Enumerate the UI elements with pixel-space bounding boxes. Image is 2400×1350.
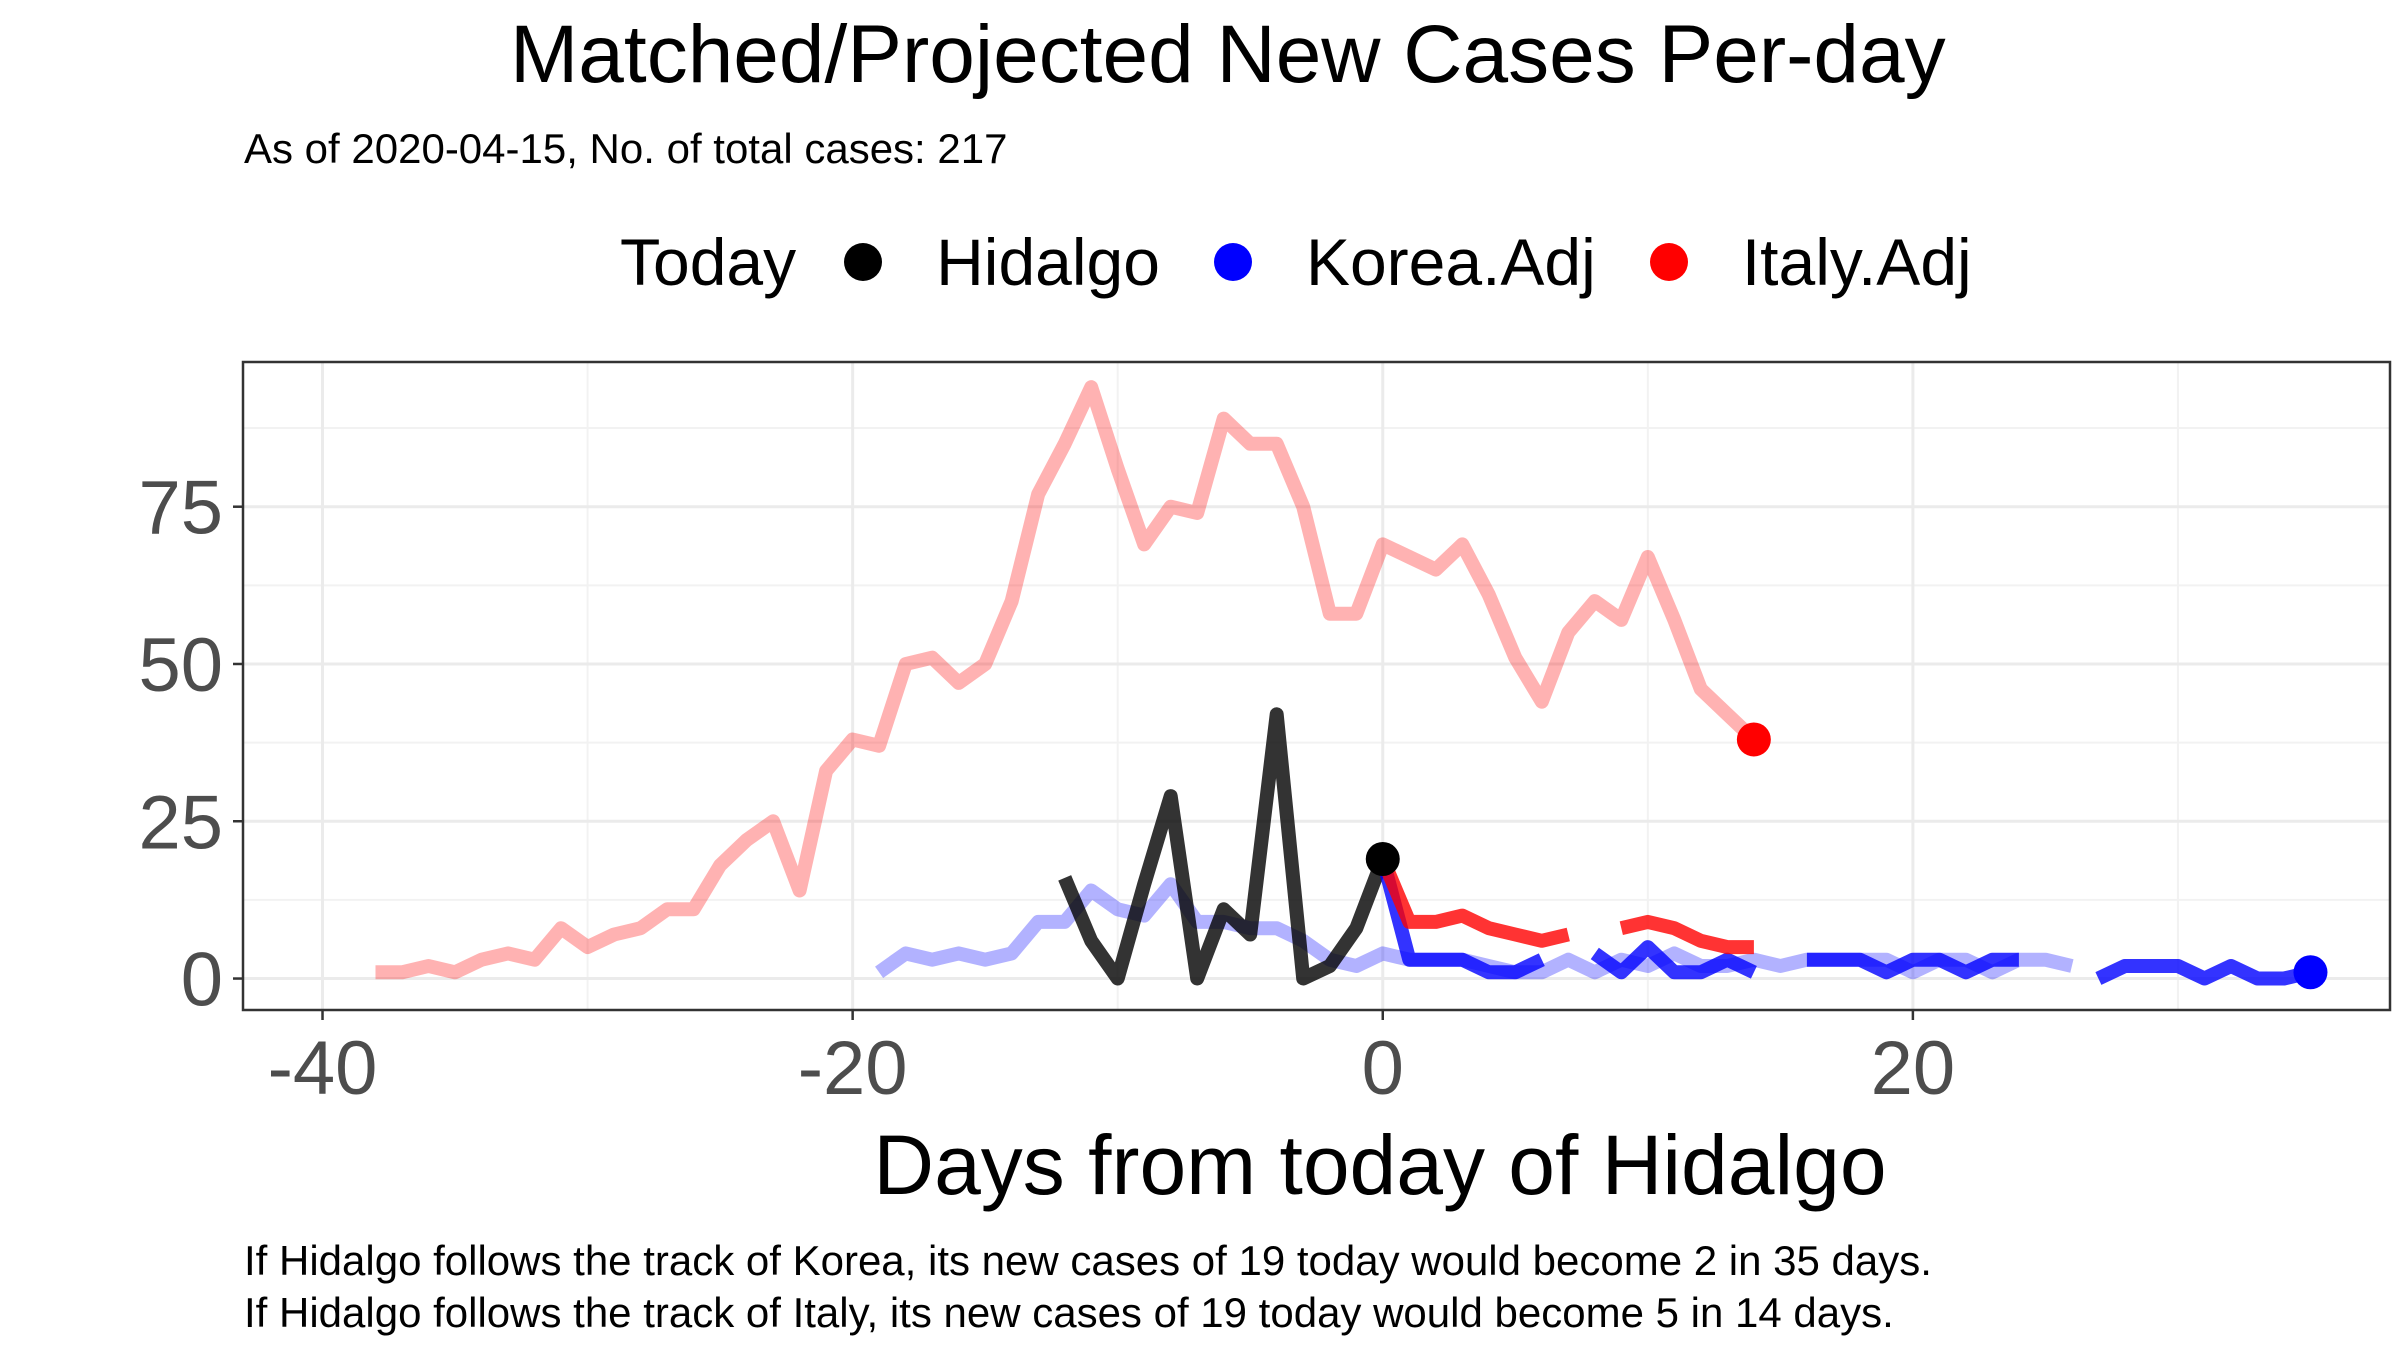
x-tick-label: 0 <box>1362 1026 1404 1111</box>
today-point-hidalgo <box>1365 842 1400 877</box>
today-point-korea-adj <box>2293 955 2328 990</box>
x-tick-label: 20 <box>1871 1026 1956 1111</box>
series-line-korea-adj-projection <box>1376 857 1545 980</box>
today-point-italy-adj <box>1736 722 1771 757</box>
series-line-italy-adj-projection <box>1376 856 1570 948</box>
y-tick-label: 50 <box>138 623 223 708</box>
legend-label-italy: Italy.Adj <box>1741 225 1972 299</box>
x-tick-label: -40 <box>268 1026 378 1111</box>
x-tick-label: -20 <box>798 1026 908 1111</box>
series-line-italy-adj-projection <box>1619 914 1754 955</box>
caption-italy: If Hidalgo follows the track of Italy, i… <box>244 1289 1894 1336</box>
series-line-korea-adj-projection <box>1806 952 2019 980</box>
series-layer <box>375 380 2313 986</box>
series-line-korea-adj-projection <box>1590 940 1757 980</box>
y-tick-label: 25 <box>138 780 223 865</box>
x-axis-label: Days from today of Hidalgo <box>873 1118 1887 1212</box>
plot-background <box>243 362 2390 1010</box>
series-line-italy-adj-matched-history <box>375 380 1759 980</box>
y-tick-label: 0 <box>181 938 223 1023</box>
plot-frame <box>241 360 2392 1012</box>
legend-key-korea <box>1213 243 1252 281</box>
series-line-hidalgo-observed <box>1058 707 1390 986</box>
series-line-korea-adj-projection <box>2095 959 2313 986</box>
legend: Today Hidalgo Korea.Adj Italy.Adj <box>620 222 2026 302</box>
axis-ticks: 0 25 50 75 -40 -20 0 20 <box>138 466 1955 1111</box>
legend-label-korea: Korea.Adj <box>1305 225 1596 299</box>
chart-subtitle: As of 2020-04-15, No. of total cases: 21… <box>244 125 1008 172</box>
plot-border <box>241 360 2392 1012</box>
today-points <box>1365 722 2328 990</box>
caption-korea: If Hidalgo follows the track of Korea, i… <box>244 1237 1932 1284</box>
legend-title: Today <box>620 225 797 299</box>
legend-key-italy <box>1649 243 1688 281</box>
legend-key-hidalgo <box>844 243 883 281</box>
legend-label-hidalgo: Hidalgo <box>936 225 1160 299</box>
y-tick-label: 75 <box>138 466 223 551</box>
grid-lines <box>243 362 2390 1010</box>
chart-title: Matched/Projected New Cases Per-day <box>510 9 1946 100</box>
plot-panel <box>243 362 2390 1010</box>
